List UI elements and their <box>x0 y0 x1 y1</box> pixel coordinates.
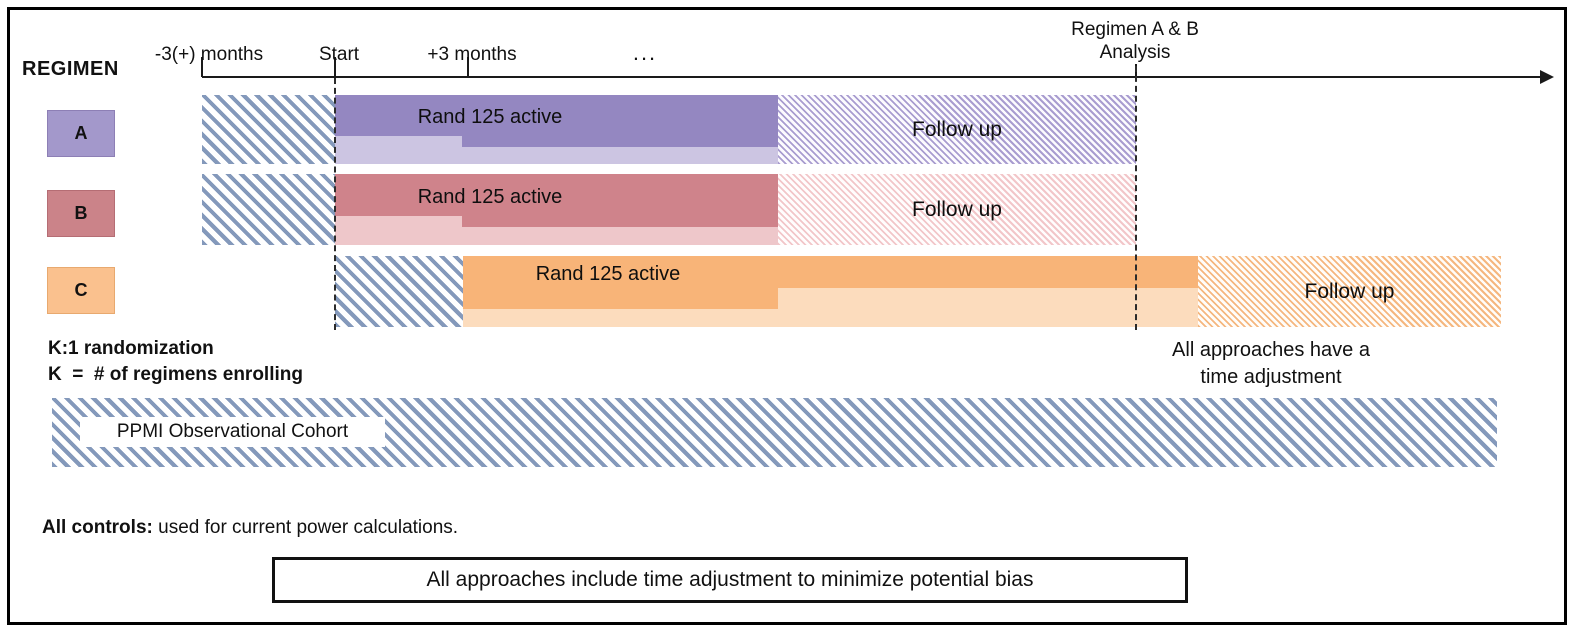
followup-bar-b: Follow up <box>778 174 1136 245</box>
time-adjustment-note: All approaches have a time adjustment <box>1121 337 1421 391</box>
active-bar-a-label: Rand 125 active <box>417 106 563 128</box>
legend-swatch-c: C <box>47 267 115 314</box>
k-note-line2: K = # of regimens enrolling <box>48 364 303 385</box>
followup-label-c: Follow up <box>1304 279 1395 303</box>
tick-label-start: Start <box>318 44 360 65</box>
tick-label-minus3: -3(+) months <box>154 44 264 65</box>
analysis-label-line1: Regimen A & B <box>1071 19 1199 40</box>
active-bar-c-band1 <box>463 256 1198 288</box>
controls-note: All controls: used for current power cal… <box>42 517 458 539</box>
followup-label-a: Follow up <box>912 117 1002 141</box>
k-note-line1: K:1 randomization <box>48 338 214 359</box>
start-dashed-line <box>334 78 336 330</box>
summary-box: All approaches include time adjustment t… <box>272 557 1188 603</box>
legend-swatch-b: B <box>47 190 115 237</box>
active-bar-b-step-dark <box>462 216 778 227</box>
controls-note-text: used for current power calculations. <box>152 517 459 538</box>
enrollment-hatch-a <box>202 95 335 164</box>
ellipsis-label: ... <box>632 40 658 65</box>
k-randomization-note: K:1 randomization K = # of regimens enro… <box>48 336 303 388</box>
active-bar-a-step-dark <box>462 136 778 147</box>
tick-start <box>334 57 336 77</box>
analysis-label: Regimen A & B Analysis <box>1071 18 1199 64</box>
enrollment-hatch-b <box>202 174 335 245</box>
active-bar-c-step-dark <box>463 288 778 309</box>
active-bar-b-step-light <box>335 216 462 227</box>
row-regimen-a: A Rand 125 active Follow up <box>0 95 1576 164</box>
tick-label-plus3: +3 months <box>427 44 517 65</box>
active-bar-c-step-light <box>778 288 1198 309</box>
controls-note-bold: All controls: <box>42 517 153 538</box>
legend-letter-b: B <box>74 203 88 223</box>
active-bar-c-band2 <box>463 288 1198 309</box>
timeline-arrowhead-icon <box>1540 70 1554 84</box>
tick-plus3 <box>467 57 469 77</box>
timeline-axis <box>202 76 1544 78</box>
ppmi-cohort-bar: PPMI Observational Cohort <box>52 398 1497 467</box>
adjust-note-line2: time adjustment <box>1200 366 1342 388</box>
tick-minus3 <box>201 57 203 77</box>
legend-swatch-a: A <box>47 110 115 157</box>
legend-letter-a: A <box>74 123 88 143</box>
ppmi-label: PPMI Observational Cohort <box>116 421 349 442</box>
active-bar-c-label: Rand 125 active <box>535 263 681 285</box>
row-regimen-b: B Rand 125 active Follow up <box>0 174 1576 245</box>
active-bar-b-band2 <box>335 216 778 227</box>
active-bar-a-band1 <box>335 95 778 136</box>
active-bar-b-label: Rand 125 active <box>417 186 563 208</box>
active-bar-a-band3 <box>335 147 778 164</box>
active-bar-b-band1 <box>335 174 778 216</box>
followup-bar-c: Follow up <box>1198 256 1501 327</box>
active-bar-a-step-light <box>335 136 462 147</box>
row-regimen-c: C Rand 125 active Follow up <box>0 256 1576 327</box>
active-bar-b-band3 <box>335 227 778 245</box>
regimen-heading: REGIMEN <box>22 58 119 80</box>
active-bar-b <box>335 174 778 245</box>
followup-bar-a: Follow up <box>778 95 1136 164</box>
active-bar-a <box>335 95 778 164</box>
summary-box-text: All approaches include time adjustment t… <box>426 568 1034 591</box>
analysis-dashed-line <box>1135 66 1137 330</box>
active-bar-a-band2 <box>335 136 778 147</box>
enrollment-hatch-c <box>335 256 463 327</box>
followup-label-b: Follow up <box>912 197 1002 221</box>
active-bar-c <box>463 256 1198 327</box>
adjust-note-line1: All approaches have a <box>1172 339 1370 361</box>
ppmi-label-chip: PPMI Observational Cohort <box>80 417 385 447</box>
active-bar-c-band3 <box>463 309 1198 327</box>
legend-letter-c: C <box>74 280 88 300</box>
analysis-label-line2: Analysis <box>1099 42 1171 63</box>
